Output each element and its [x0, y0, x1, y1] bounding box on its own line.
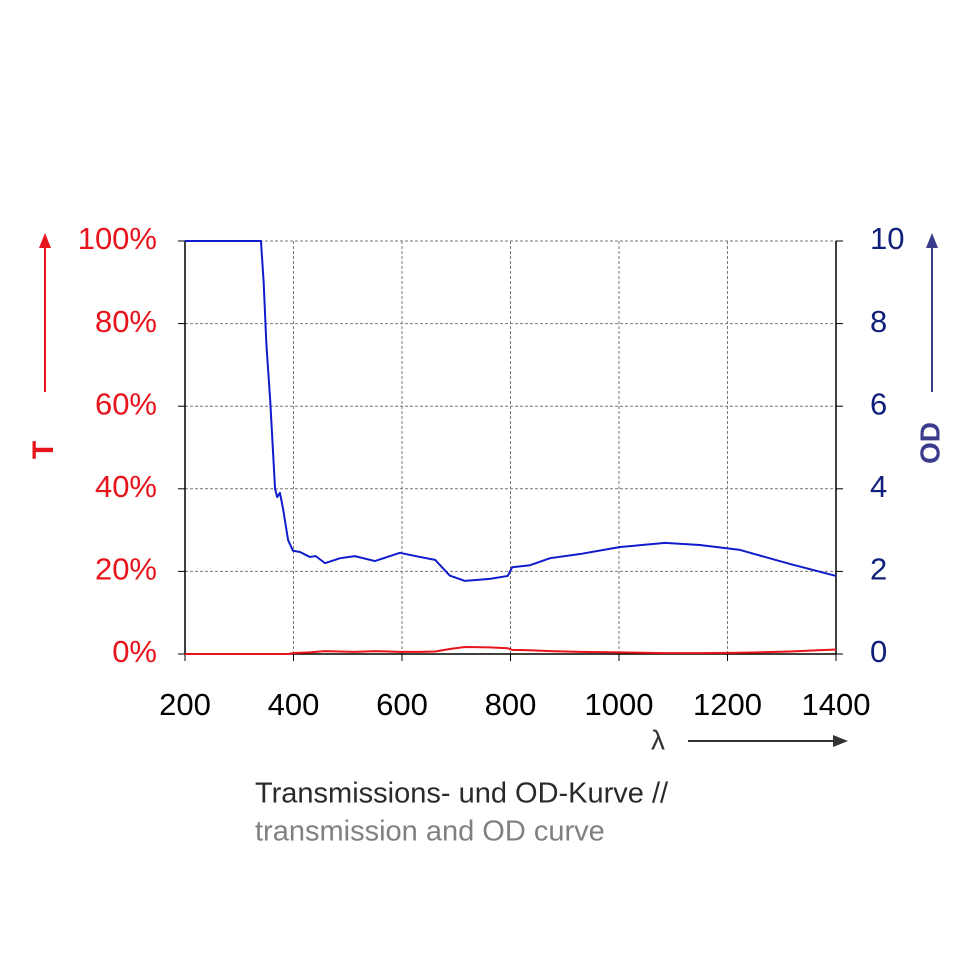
caption: Transmissions- und OD-Kurve //	[255, 778, 669, 810]
y-axis-label: T	[27, 441, 60, 459]
y-tick-label: 0%	[112, 634, 157, 669]
y2-tick-label: 10	[870, 221, 904, 256]
y2-axis-label: OD	[914, 422, 945, 464]
series-line	[185, 645, 837, 655]
y2-tick-label: 2	[870, 552, 887, 587]
x-arrow-head	[833, 735, 848, 747]
y-arrow-head	[39, 233, 51, 248]
y-tick-label: 80%	[95, 304, 157, 339]
x-tick-label: 600	[376, 687, 428, 722]
y2-tick-label: 4	[870, 469, 887, 504]
caption-en: transmission and OD curve	[255, 816, 605, 848]
y2-tick-label: 0	[870, 634, 887, 669]
x-tick-label: 400	[268, 687, 320, 722]
x-tick-label: 1400	[802, 687, 871, 722]
series-line	[185, 240, 837, 582]
y-tick-label: 60%	[95, 386, 157, 421]
y-tick-label: 40%	[95, 469, 157, 504]
x-tick-label: 200	[159, 687, 211, 722]
y2-tick-label: 6	[870, 386, 887, 421]
y-tick-label: 20%	[95, 552, 157, 587]
x-tick-label: 1200	[693, 687, 762, 722]
x-axis-label: λ	[651, 724, 665, 755]
y2-tick-label: 8	[870, 304, 887, 339]
y-tick-label: 100%	[78, 221, 157, 256]
x-tick-label: 1000	[585, 687, 654, 722]
y2-arrow-head	[926, 233, 938, 248]
x-tick-label: 800	[485, 687, 537, 722]
